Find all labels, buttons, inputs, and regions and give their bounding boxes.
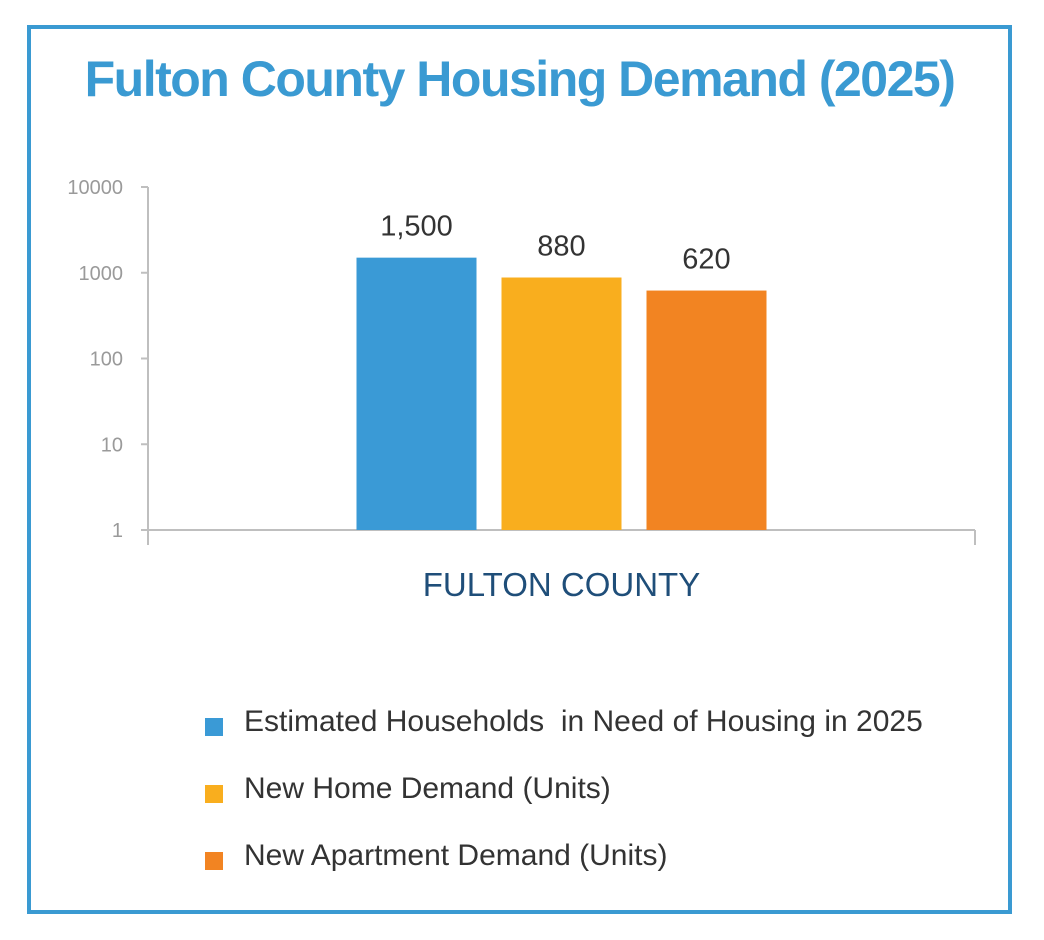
y-tick-label: 1 — [112, 520, 123, 542]
y-tick-label: 1000 — [79, 263, 124, 285]
legend-swatch — [205, 785, 223, 803]
data-label: 620 — [682, 244, 730, 276]
bar — [356, 257, 477, 530]
x-axis-labels: FULTON COUNTY — [423, 566, 700, 603]
bar-chart: 1 10 100 1000 10000 1,500 880 620 FULTON COUNT… — [67, 177, 976, 603]
y-tick-label: 100 — [90, 349, 123, 371]
data-label: 1,500 — [380, 211, 453, 243]
data-labels: 1,500 880 620 — [380, 211, 730, 276]
y-tick-label: 10000 — [67, 177, 123, 199]
chart-title: Fulton County Housing Demand (2025) — [84, 51, 956, 107]
legend-label: New Home Demand (Units) — [244, 772, 611, 805]
chart-bars — [356, 257, 767, 530]
x-category-label: FULTON COUNTY — [423, 566, 700, 603]
legend-label: Estimated Households in Need of Housing … — [244, 705, 923, 738]
y-tick-label: 10 — [101, 434, 123, 456]
legend-swatch — [205, 852, 223, 870]
legend-swatch — [205, 718, 223, 736]
y-axis-ticks: 1 10 100 1000 10000 — [67, 177, 148, 542]
bar — [646, 290, 767, 530]
legend-label: New Apartment Demand (Units) — [244, 839, 668, 872]
bar — [501, 277, 622, 530]
data-label: 880 — [537, 231, 585, 263]
